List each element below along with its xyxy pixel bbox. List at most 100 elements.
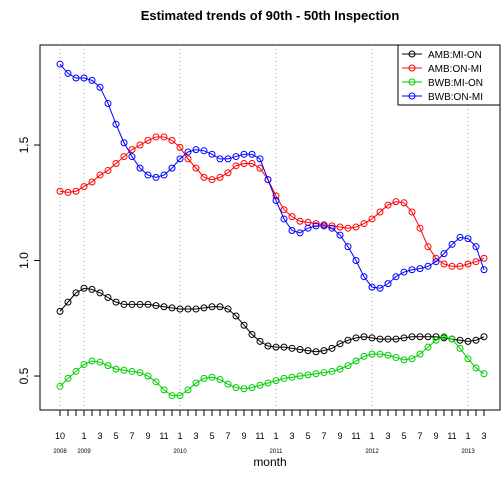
point — [368, 283, 376, 291]
point — [72, 187, 80, 195]
point — [304, 347, 312, 355]
point — [440, 333, 448, 341]
point — [216, 173, 224, 181]
point — [424, 262, 432, 270]
legend-label: AMB:ON-MI — [428, 64, 482, 75]
point — [360, 220, 368, 228]
point — [312, 220, 320, 228]
point — [232, 162, 240, 170]
point — [112, 298, 120, 306]
year-label: 2010 — [173, 449, 187, 455]
point — [120, 300, 128, 308]
point — [96, 289, 104, 297]
point — [352, 257, 360, 265]
point — [280, 206, 288, 214]
point — [360, 333, 368, 341]
point — [400, 268, 408, 276]
point — [328, 367, 336, 375]
point — [184, 155, 192, 163]
point — [232, 312, 240, 320]
point — [464, 260, 472, 268]
x-tick-label: 5 — [209, 431, 214, 441]
point — [208, 150, 216, 158]
point — [176, 305, 184, 313]
point — [464, 355, 472, 363]
point — [184, 148, 192, 156]
point — [112, 160, 120, 168]
plot-frame — [39, 44, 501, 411]
point — [336, 365, 344, 373]
point — [272, 192, 280, 200]
point — [240, 160, 248, 168]
point — [480, 333, 488, 341]
point — [336, 223, 344, 231]
point — [192, 305, 200, 313]
x-tick-label: 1 — [369, 431, 374, 441]
point — [432, 258, 440, 266]
point — [296, 345, 304, 353]
point — [408, 266, 416, 274]
point — [296, 229, 304, 237]
point — [384, 201, 392, 209]
x-tick-label: 3 — [385, 431, 390, 441]
point — [280, 215, 288, 223]
point — [368, 334, 376, 342]
point — [160, 303, 168, 311]
legend-label: BWB:ON-MI — [428, 92, 483, 103]
series-line — [59, 336, 485, 397]
point — [368, 215, 376, 223]
point — [480, 370, 488, 378]
point — [336, 340, 344, 348]
point — [200, 374, 208, 382]
point — [328, 224, 336, 232]
point — [272, 196, 280, 204]
x-tick-label: 5 — [113, 431, 118, 441]
point — [384, 335, 392, 343]
point — [376, 208, 384, 216]
point — [288, 344, 296, 352]
point — [136, 300, 144, 308]
point — [96, 358, 104, 366]
point — [152, 173, 160, 181]
chart-title: Estimated trends of 90th - 50th Inspecti… — [141, 8, 400, 23]
x-tick-label: 9 — [145, 431, 150, 441]
point — [352, 357, 360, 365]
point — [280, 374, 288, 382]
point — [384, 280, 392, 288]
point — [152, 378, 160, 386]
point — [128, 367, 136, 375]
point — [312, 370, 320, 378]
point — [344, 336, 352, 344]
point — [264, 342, 272, 350]
point — [72, 74, 80, 82]
point — [472, 336, 480, 344]
point — [400, 334, 408, 342]
point — [320, 347, 328, 355]
point — [192, 146, 200, 154]
point — [80, 74, 88, 82]
point — [368, 350, 376, 358]
point — [224, 155, 232, 163]
point — [56, 382, 64, 390]
point — [104, 166, 112, 174]
point — [232, 153, 240, 161]
x-tick-label: 5 — [305, 431, 310, 441]
x-tick-label: 7 — [417, 431, 422, 441]
year-label: 2008 — [53, 449, 67, 455]
point — [64, 69, 72, 77]
x-axis-label: month — [253, 455, 286, 469]
point — [136, 164, 144, 172]
point — [344, 243, 352, 251]
point — [296, 372, 304, 380]
point — [312, 222, 320, 230]
point — [184, 386, 192, 394]
x-tick-label: 11 — [447, 431, 456, 441]
point — [240, 150, 248, 158]
point — [136, 141, 144, 149]
point — [216, 303, 224, 311]
x-tick-label: 11 — [159, 431, 168, 441]
x-tick-label: 3 — [193, 431, 198, 441]
point — [456, 344, 464, 352]
